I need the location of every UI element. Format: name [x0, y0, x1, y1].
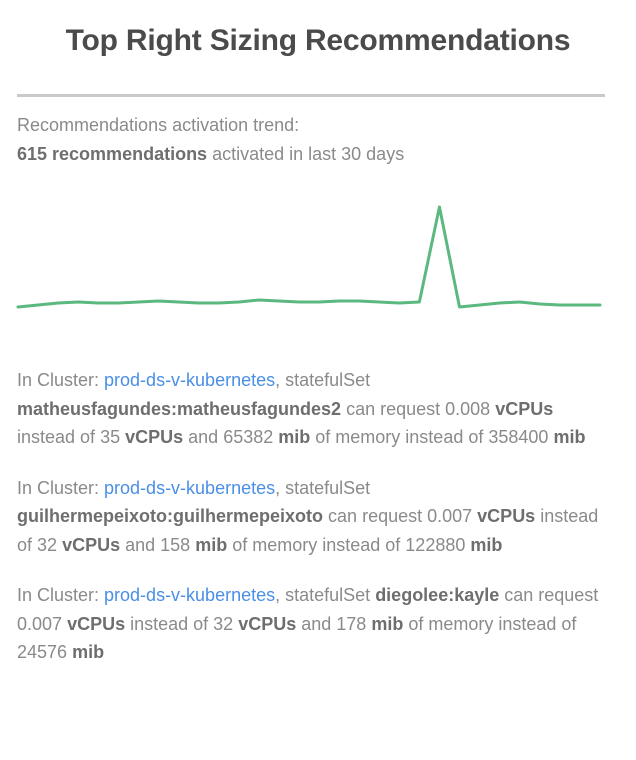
recommendation-item: In Cluster: prod-ds-v-kubernetes, statef…: [17, 366, 611, 452]
cpu-request-unit: vCPUs: [477, 506, 536, 526]
rec-mem-text: of memory instead of: [227, 534, 406, 555]
cpu-current-value: 35: [100, 427, 121, 447]
mem-request-unit: mib: [195, 534, 228, 555]
activation-trend-label: Recommendations activation trend:: [17, 115, 300, 135]
cpu-current-unit: vCPUs: [62, 534, 121, 555]
cluster-link[interactable]: prod-ds-v-kubernetes: [104, 477, 276, 498]
cluster-link[interactable]: prod-ds-v-kubernetes: [104, 370, 276, 390]
mem-current-value: 358400: [488, 427, 549, 447]
mem-request-value: 65382: [223, 427, 274, 447]
rec-instead-text: instead of: [125, 613, 214, 634]
rec-mem-text: of memory instead of: [403, 613, 577, 634]
rec-request-text: can request: [323, 506, 428, 526]
cpu-request-unit: vCPUs: [495, 398, 554, 419]
rec-prefix: In Cluster:: [17, 477, 105, 498]
cpu-request-unit: vCPUs: [67, 613, 126, 634]
rec-kind: , statefulSet: [275, 370, 371, 390]
cpu-request-value: 0.007: [17, 613, 63, 634]
mem-request-value: 158: [160, 534, 191, 555]
recommendation-item: In Cluster: prod-ds-v-kubernetes, statef…: [17, 474, 611, 560]
workload-name: guilhermepeixoto:guilhermepeixoto: [17, 506, 324, 526]
rec-and-text: and: [296, 613, 337, 634]
rec-mem-text: of memory instead of: [310, 427, 489, 447]
cluster-link[interactable]: prod-ds-v-kubernetes: [104, 585, 276, 605]
rec-prefix: In Cluster:: [17, 585, 105, 605]
rec-and-text: and: [183, 427, 224, 447]
header-divider: [17, 94, 605, 97]
page-title: Top Right Sizing Recommendations: [65, 24, 571, 57]
mem-current-unit: mib: [72, 642, 105, 662]
mem-current-value: 122880: [405, 534, 466, 555]
mem-request-unit: mib: [278, 427, 311, 447]
rec-request-text: can request: [341, 398, 446, 419]
activation-trend-sparkline: [0, 190, 636, 320]
rec-request-text: can request: [499, 585, 599, 605]
recommendation-item: In Cluster: prod-ds-v-kubernetes, statef…: [17, 581, 611, 667]
rec-kind: , statefulSet: [275, 585, 376, 605]
cpu-current-unit: vCPUs: [125, 427, 184, 447]
rec-prefix: In Cluster:: [17, 370, 105, 390]
rec-instead-text: instead of: [17, 506, 599, 555]
mem-current-unit: mib: [553, 427, 586, 447]
sparkline-line: [16, 205, 602, 309]
cpu-request-value: 0.008: [445, 398, 491, 419]
cpu-current-value: 32: [37, 534, 58, 555]
activation-trend-summary: 615 recommendations activated in last 30…: [17, 141, 607, 167]
rec-and-text: and: [120, 534, 161, 555]
cpu-current-value: 32: [213, 613, 234, 634]
mem-request-unit: mib: [371, 613, 404, 634]
workload-name: matheusfagundes:matheusfagundes2: [17, 398, 342, 419]
cpu-current-unit: vCPUs: [238, 613, 297, 634]
cpu-request-value: 0.007: [427, 506, 473, 526]
activation-period: activated in last 30 days: [207, 144, 405, 164]
activation-trend-block: Recommendations activation trend: 615 re…: [17, 112, 607, 167]
workload-name: diegolee:kayle: [375, 585, 500, 605]
mem-current-unit: mib: [470, 534, 503, 555]
recommendations-list: In Cluster: prod-ds-v-kubernetes, statef…: [17, 366, 611, 667]
mem-current-value: 24576: [17, 642, 68, 662]
mem-request-value: 178: [336, 613, 367, 634]
rec-instead-text: instead of: [17, 427, 101, 447]
sparkline-svg: [16, 205, 602, 309]
rec-kind: , statefulSet: [275, 477, 371, 498]
activation-count: 615 recommendations: [17, 144, 208, 164]
